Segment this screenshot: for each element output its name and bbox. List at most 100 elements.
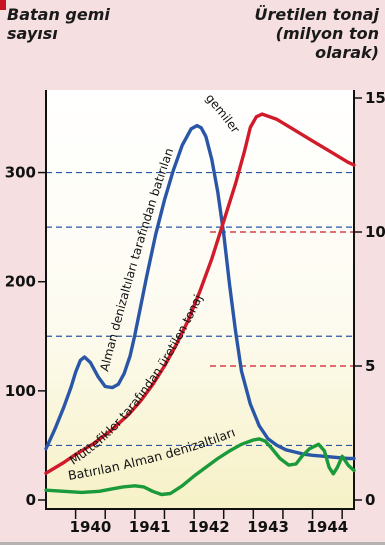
y-right-tick-label: 10 [365,223,385,241]
x-tick-label: 1943 [247,518,289,536]
series-1-point [234,183,237,185]
series-2-point [258,438,261,440]
series-1-point [211,258,213,260]
series-0-point [267,438,269,440]
series-2-point [328,466,330,469]
y-right-tick-label: 0 [365,491,375,509]
series-0-point [190,128,192,130]
series-0-point [200,127,202,129]
series-0-point [285,449,287,451]
series-2-point [205,466,207,469]
y-left-tick-label: 300 [5,164,36,182]
series-0-point [97,375,99,378]
series-0-point [163,199,166,201]
series-0-point [83,356,86,358]
series-2-point [45,489,47,492]
series-2-point [295,463,297,465]
series-2-point [110,488,112,490]
series-1-point [63,461,65,464]
series-line-2 [44,437,356,497]
series-2-point [353,469,355,472]
series-0-point [335,456,338,459]
series-0-point [145,275,148,278]
series-1-point [151,384,154,386]
series-1-point [175,343,178,346]
series-1-point [128,413,130,416]
series-0-point [54,428,56,430]
y-right-tick-label: 15 [365,89,385,107]
series-2-point [169,492,172,495]
series-1-point [329,150,332,153]
series-2-point [151,490,154,493]
series-1-point [163,365,166,367]
series-0-point [249,403,252,405]
x-tick-label: 1942 [188,518,230,536]
series-0-point [181,144,183,147]
series-2-point [323,450,326,452]
series-2-point [217,457,219,460]
y-left-tick-label: 200 [5,273,36,291]
left-axis-title: Batan gemi sayısı [7,5,110,43]
series-0-point [123,372,125,375]
series-2-point [332,473,335,475]
series-2-point [134,485,136,487]
series-1-point [74,453,77,456]
y-left-tick-label: 0 [26,491,36,509]
series-2-point [336,466,339,469]
x-tick-label: 1944 [306,518,348,536]
series-0-point [111,386,114,389]
series-2-point [160,493,163,496]
series-0-point [217,191,219,193]
series-2-point [80,491,83,494]
series-2-point [270,446,272,449]
series-2-point [142,486,145,488]
series-1-point [187,319,189,322]
series-1-point [249,126,252,129]
series-0-point [240,370,243,373]
series-0-point [353,457,355,460]
x-tick-label: 1941 [129,518,171,536]
series-0-point [63,406,65,409]
series-0-point [211,158,213,161]
series-0-point [129,355,131,357]
series-1-point [255,116,258,118]
series-2-point [301,455,303,458]
series-0-point [294,451,296,453]
series-1-point [294,129,296,131]
series-0-point [104,385,106,388]
series-2-point [288,464,290,466]
series-0-point [70,386,72,389]
series-0-point [79,359,82,362]
y-right-tick-label: 5 [365,357,375,375]
series-0-point [258,425,261,427]
series-1-point [110,429,112,432]
series-2-point [228,450,231,452]
series-1-point [222,220,225,223]
bottom-rule [0,542,385,545]
series-0-point [311,454,314,457]
series-0-point [276,444,278,447]
series-1-point [311,140,314,142]
series-1-point [45,472,47,475]
series-2-point [308,447,311,450]
series-0-point [196,124,198,127]
series-0-point [347,457,349,460]
series-1-point [353,164,355,166]
series-0-point [117,383,120,386]
series-1-point [276,118,278,121]
series-1-point [261,113,264,115]
y-left-tick-label: 100 [5,382,36,400]
series-0-point [228,284,231,286]
series-0-point [205,135,207,138]
series-0-point [234,330,237,332]
series-0-point [89,361,92,364]
x-tick-label: 1940 [70,518,112,536]
series-2-point [181,485,183,487]
series-0-point [154,234,157,236]
series-0-point [134,334,136,337]
series-2-point [317,443,320,446]
series-0-point [140,304,142,307]
series-0-point [172,169,175,172]
